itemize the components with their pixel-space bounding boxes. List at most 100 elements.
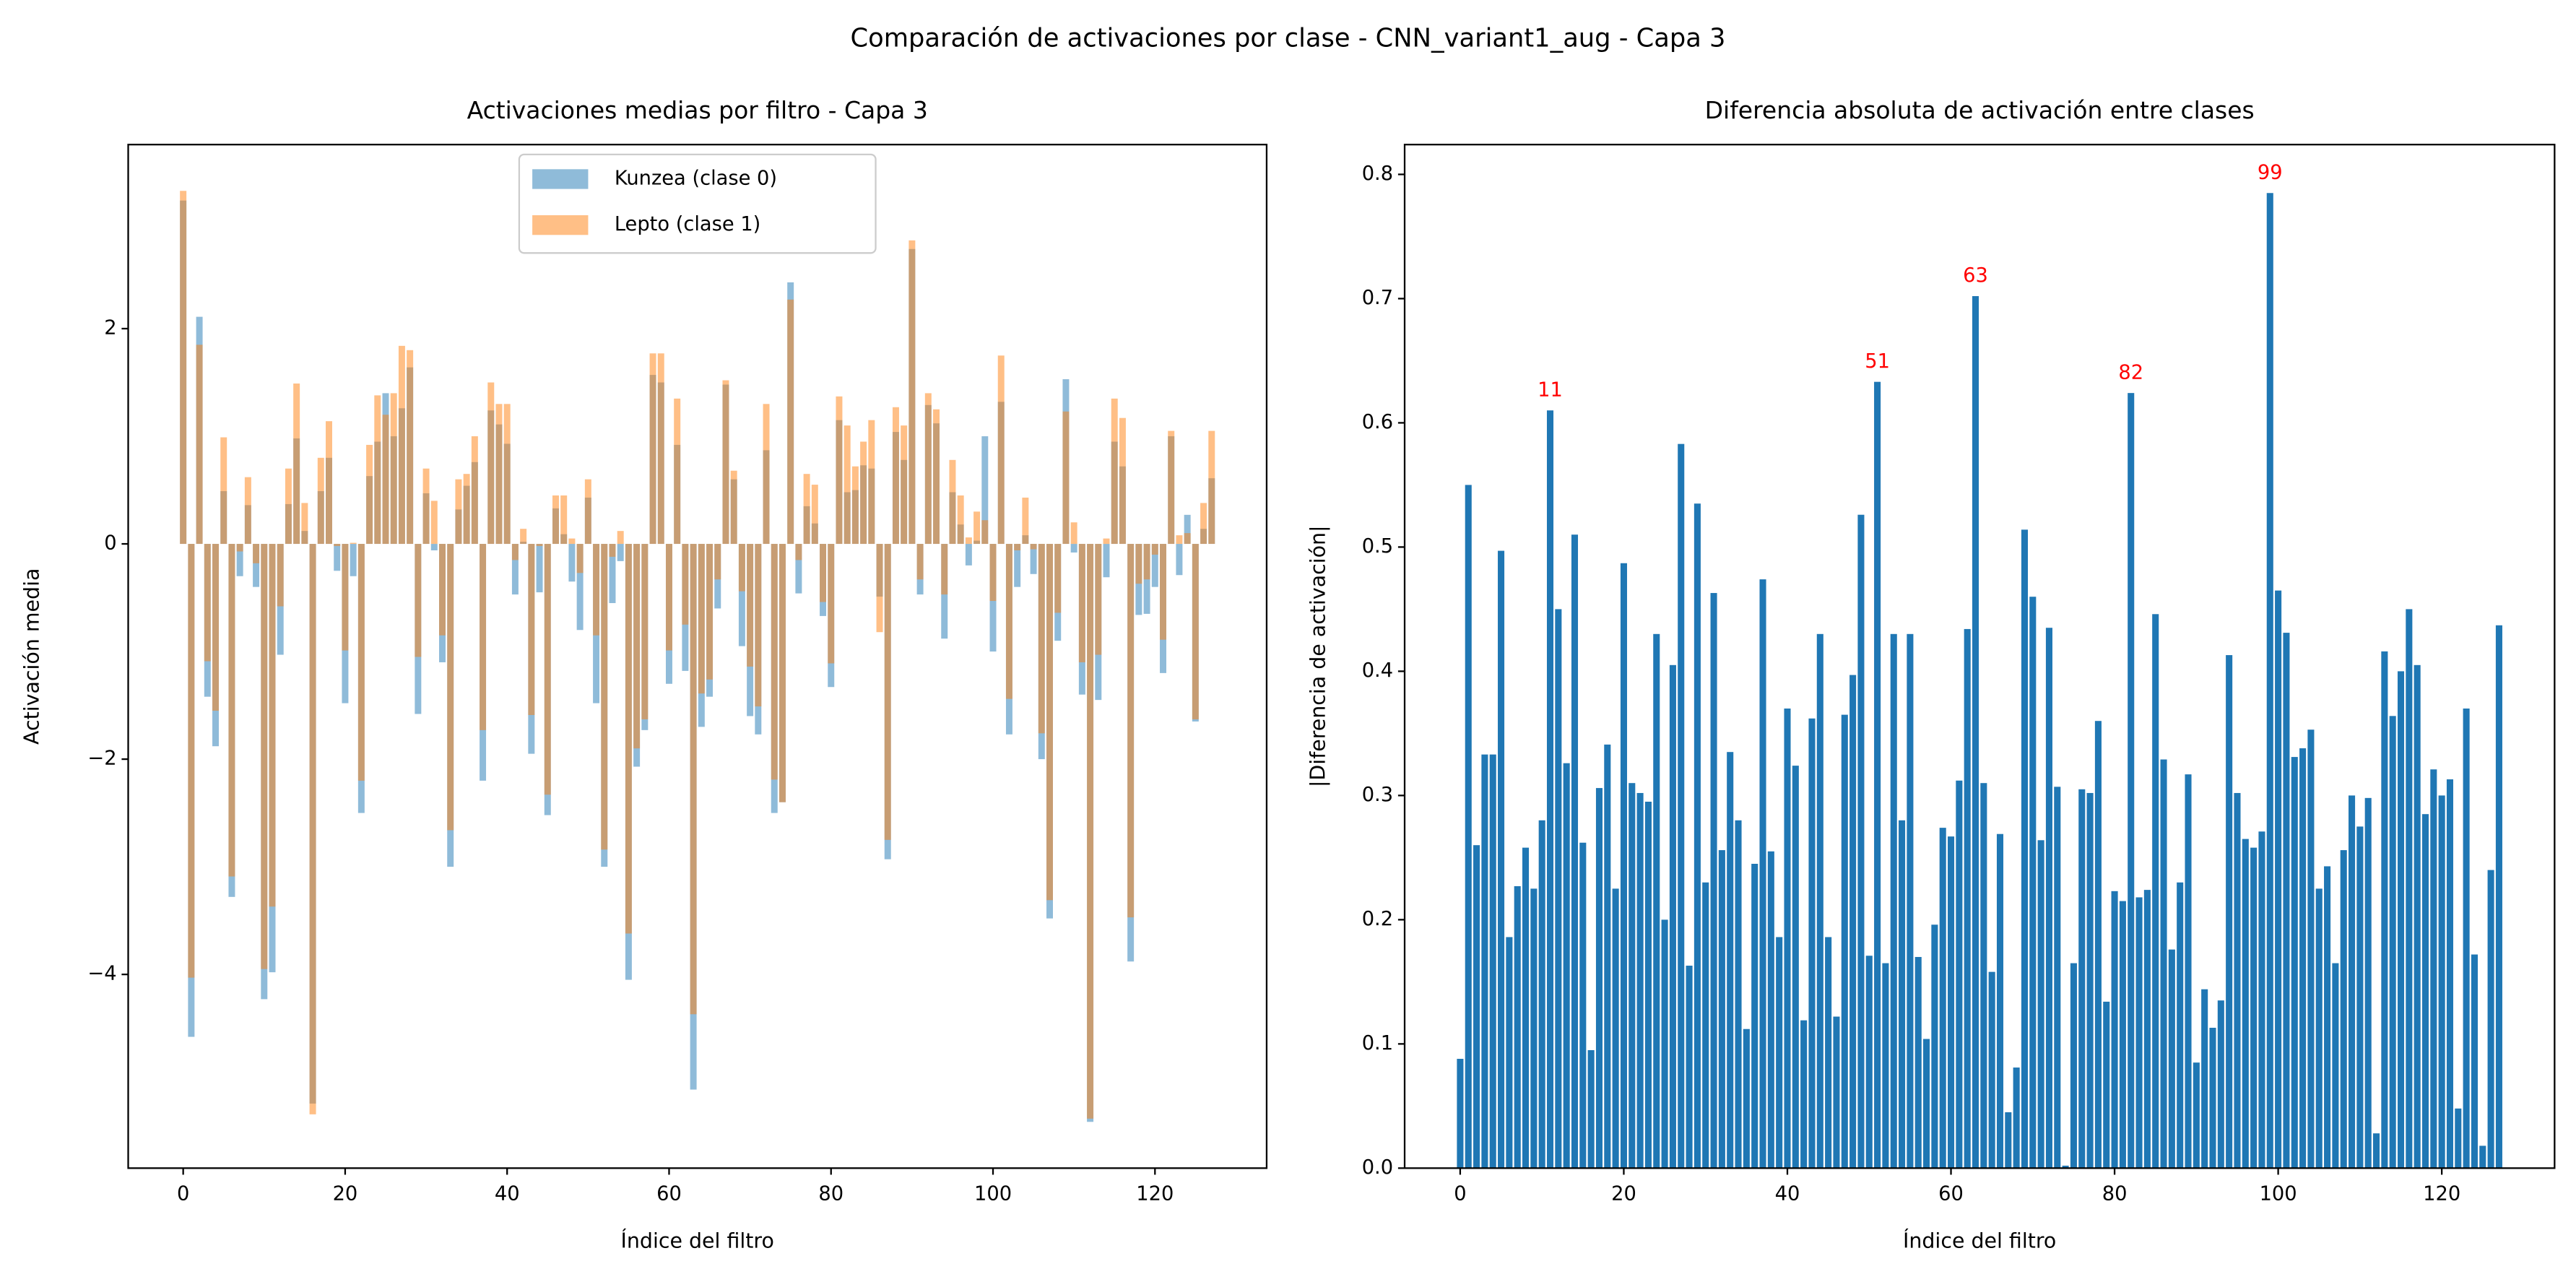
bar: [1784, 709, 1791, 1169]
bar: [1980, 783, 1987, 1169]
bar: [1465, 485, 1472, 1169]
bar: [1629, 783, 1636, 1169]
y-tick-label: 0.1: [1362, 1032, 1393, 1054]
bar: [1151, 544, 1158, 555]
bar: [390, 393, 397, 545]
bar: [868, 420, 875, 545]
bar: [253, 544, 260, 563]
bar: [568, 538, 576, 545]
bar: [738, 544, 745, 646]
y-tick-label: −2: [87, 748, 116, 770]
bar: [2054, 787, 2061, 1169]
bar: [1604, 744, 1611, 1169]
bar: [277, 544, 284, 607]
bar: [2234, 792, 2241, 1169]
bar: [601, 544, 608, 850]
bar: [1816, 633, 1823, 1169]
bar: [2209, 1028, 2216, 1169]
bar: [584, 479, 591, 545]
bar: [1808, 718, 1816, 1169]
bar: [933, 409, 940, 545]
x-tick-label: 20: [1611, 1182, 1636, 1205]
bar: [1070, 522, 1077, 545]
bar: [350, 544, 357, 576]
bar: [1151, 544, 1158, 587]
bar: [924, 393, 932, 545]
bar: [1825, 937, 1832, 1169]
bar: [487, 382, 495, 545]
bar: [285, 468, 292, 545]
bar: [2086, 792, 2094, 1169]
x-tick-label: 60: [1938, 1182, 1964, 1205]
x-tick-label: 120: [1136, 1182, 1174, 1205]
bar: [674, 398, 681, 545]
bar: [2438, 795, 2445, 1169]
y-tick-label: −4: [87, 963, 116, 985]
bar: [2226, 655, 2233, 1169]
bar: [334, 544, 341, 547]
bar: [1743, 1028, 1750, 1169]
y-tick-label: 0.3: [1362, 784, 1393, 806]
bar: [908, 240, 916, 545]
bar: [1038, 544, 1045, 734]
axes-frame: [127, 144, 1268, 1169]
bar: [981, 520, 989, 545]
bar: [576, 544, 584, 631]
bar: [2217, 1000, 2224, 1169]
bar: [2266, 193, 2273, 1169]
bar: [1620, 563, 1627, 1169]
bar: [649, 353, 656, 545]
bar: [941, 544, 948, 595]
bar: [220, 437, 227, 545]
bar: [244, 477, 251, 545]
bar: [892, 407, 899, 545]
bar: [2487, 870, 2494, 1169]
bar: [1022, 497, 1029, 545]
bar: [430, 544, 438, 550]
bar: [2299, 748, 2307, 1169]
bar: [309, 544, 316, 1114]
bar: [334, 544, 341, 571]
bar: [1882, 963, 1889, 1169]
bar: [609, 544, 616, 604]
bar: [1972, 296, 1979, 1169]
bar: [1103, 544, 1110, 578]
bar: [2168, 949, 2175, 1169]
bar: [1907, 633, 1914, 1169]
bar: [528, 544, 535, 715]
bar: [188, 544, 195, 978]
bar: [366, 444, 373, 545]
axes-frame: [1403, 144, 2556, 1169]
bar: [2332, 963, 2339, 1169]
bar: [447, 544, 454, 831]
y-tick-label: 0.2: [1362, 908, 1393, 930]
bar: [1931, 924, 1938, 1169]
axes-title: Diferencia absoluta de activación entre …: [1705, 96, 2255, 124]
bar: [1579, 842, 1587, 1169]
bar: [1735, 820, 1742, 1169]
bar: [828, 544, 835, 664]
bar: [374, 395, 381, 545]
bar: [350, 542, 357, 545]
bar: [1661, 919, 1668, 1169]
bar: [1939, 828, 1946, 1169]
bar: [1727, 752, 1734, 1169]
bar: [204, 544, 211, 662]
bar: [2070, 963, 2077, 1169]
bar: [503, 404, 511, 545]
bar: [949, 459, 956, 545]
y-tick-label: 0: [104, 532, 116, 555]
bar: [407, 350, 414, 545]
bar: [1192, 544, 1199, 719]
bar-annotation: 63: [1963, 264, 1988, 287]
bar: [665, 544, 672, 651]
legend-frame: [518, 153, 877, 254]
x-tick-label: 60: [656, 1182, 682, 1205]
bar-annotation: 11: [1538, 378, 1563, 401]
bar: [2495, 625, 2502, 1169]
bar: [1669, 664, 1676, 1169]
bar: [212, 544, 219, 711]
bar: [2013, 1067, 2020, 1169]
bar: [1481, 754, 1488, 1169]
bar: [1678, 443, 1685, 1169]
